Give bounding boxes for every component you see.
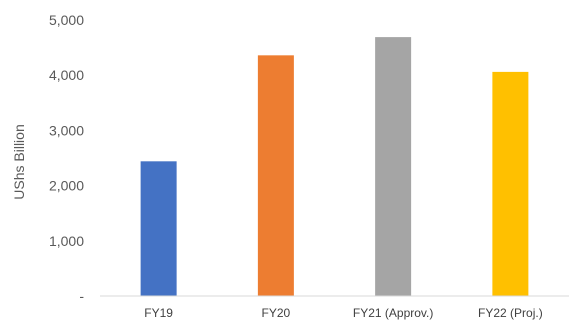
y-tick-label: - xyxy=(79,288,84,304)
bar-fy22-proj xyxy=(492,71,529,296)
y-tick-label: 3,000 xyxy=(49,122,84,138)
bar-fy20 xyxy=(257,55,294,296)
y-axis-ticks: - 1,000 2,000 3,000 4,000 5,000 xyxy=(49,12,84,304)
y-tick-label: 2,000 xyxy=(49,178,84,194)
y-tick-label: 4,000 xyxy=(49,67,84,83)
x-tick-label: FY20 xyxy=(262,306,291,320)
x-tick-label: FY21 (Approv.) xyxy=(353,306,433,320)
bar-fy19 xyxy=(140,161,177,296)
x-tick-label: FY19 xyxy=(144,306,173,320)
bar-fy21-approv xyxy=(375,37,412,296)
bars xyxy=(140,37,529,296)
y-tick-label: 5,000 xyxy=(49,12,84,28)
x-axis-labels: FY19 FY20 FY21 (Approv.) FY22 (Proj.) xyxy=(144,306,542,320)
y-axis-title: UShs Billion xyxy=(11,124,27,199)
x-tick-label: FY22 (Proj.) xyxy=(478,306,543,320)
y-tick-label: 1,000 xyxy=(49,233,84,249)
